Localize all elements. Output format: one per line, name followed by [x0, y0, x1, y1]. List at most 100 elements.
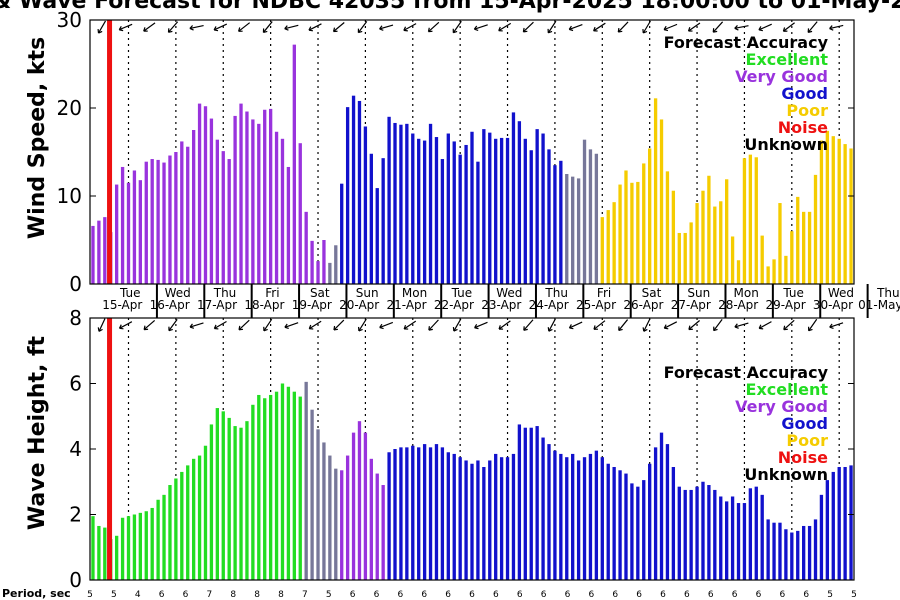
direction-arrow [568, 321, 583, 330]
direction-arrow [262, 21, 273, 34]
bar [719, 496, 723, 580]
period-value: 6 [183, 590, 189, 600]
bar [742, 503, 747, 580]
direction-arrow [642, 20, 651, 34]
bar [180, 141, 184, 284]
bar [422, 444, 427, 580]
bar [843, 467, 847, 580]
direction-arrow [143, 319, 156, 331]
direction-arrow [498, 22, 512, 32]
bar [541, 133, 545, 284]
bar [547, 149, 551, 284]
direction-arrow [213, 23, 228, 32]
bar [600, 217, 604, 284]
bar [191, 458, 196, 580]
bar [369, 153, 373, 284]
bar [103, 217, 107, 284]
bar [310, 409, 314, 580]
day-name-label: Sat [310, 286, 330, 300]
bar [606, 210, 610, 284]
now-line [107, 318, 113, 580]
direction-arrow [403, 23, 417, 32]
period-value: 6 [803, 590, 809, 600]
date-label: 29-Apr [766, 298, 806, 312]
date-label: 27-Apr [671, 298, 711, 312]
direction-arrow [782, 22, 795, 32]
direction-arrow [734, 322, 749, 329]
date-label: 30-Apr [813, 298, 853, 312]
bar [114, 535, 119, 580]
y-tick-label: 0 [69, 272, 82, 296]
bar [186, 465, 190, 581]
bar [470, 131, 474, 284]
bar [606, 463, 610, 580]
bar [843, 144, 847, 284]
bar [138, 512, 142, 580]
bar [168, 485, 172, 580]
wave-bars [91, 318, 853, 581]
bar [197, 455, 202, 580]
date-label: 25-Apr [576, 298, 616, 312]
period-row: 5 5 4 6 6 7 8 8 8 7 5 6 6 6 6 6 6 6 6 6 6 6 6 6 6 6 6 6 6 6 6 5 5 [87, 590, 857, 600]
day-name-label: Thu [544, 286, 568, 300]
bar [233, 115, 237, 284]
direction-arrow [333, 319, 345, 331]
legend-item: Noise [778, 448, 828, 467]
legend-item: Unknown [744, 465, 828, 484]
bar [754, 486, 758, 580]
now-line [107, 20, 113, 284]
period-value: 6 [445, 590, 451, 600]
bar [452, 453, 456, 580]
bar [683, 232, 687, 284]
direction-arrow [263, 318, 273, 332]
direction-arrow [118, 321, 133, 330]
bar [91, 225, 95, 284]
bar [648, 463, 652, 580]
bar [505, 457, 510, 580]
bar [624, 170, 628, 284]
day-name-label: Tue [451, 286, 473, 300]
bar [215, 408, 219, 580]
bar [351, 95, 356, 285]
bar [671, 190, 676, 284]
bar [268, 394, 273, 580]
bar [488, 132, 492, 284]
direction-arrow [238, 22, 251, 32]
direction-arrow [284, 322, 299, 330]
direction-arrow [452, 20, 462, 34]
bar [387, 116, 391, 284]
period-value: 6 [636, 590, 642, 600]
legend-item: Very Good [735, 67, 828, 86]
bar [588, 149, 593, 284]
bar [440, 159, 445, 284]
date-label: 18-Apr [244, 298, 284, 312]
bar [357, 100, 362, 285]
y-tick-label: 4 [69, 437, 82, 461]
bar [458, 457, 462, 580]
bar [612, 202, 616, 284]
bar [280, 138, 285, 284]
bar [251, 404, 255, 580]
legend-item: Unknown [744, 135, 828, 154]
direction-arrow [663, 321, 678, 330]
y-tick-label: 10 [57, 184, 82, 208]
legend-item: Poor [786, 431, 828, 450]
bar [677, 232, 681, 284]
bar [760, 494, 764, 580]
bar [529, 150, 533, 284]
period-value: 8 [254, 590, 260, 600]
wave-height-panel: 0 2 4 6 8 Wave Height, ft Forecast AccuracyE… [25, 306, 857, 600]
bar [221, 151, 225, 284]
period-value: 6 [780, 590, 786, 600]
bar [245, 421, 249, 580]
bar [683, 489, 687, 580]
bar [440, 447, 445, 580]
bar [292, 44, 296, 284]
period-value: 6 [756, 590, 762, 600]
bar [511, 453, 516, 580]
bar [612, 467, 616, 580]
y-tick-label: 30 [57, 8, 82, 32]
bar [381, 158, 385, 284]
bar [286, 166, 291, 284]
